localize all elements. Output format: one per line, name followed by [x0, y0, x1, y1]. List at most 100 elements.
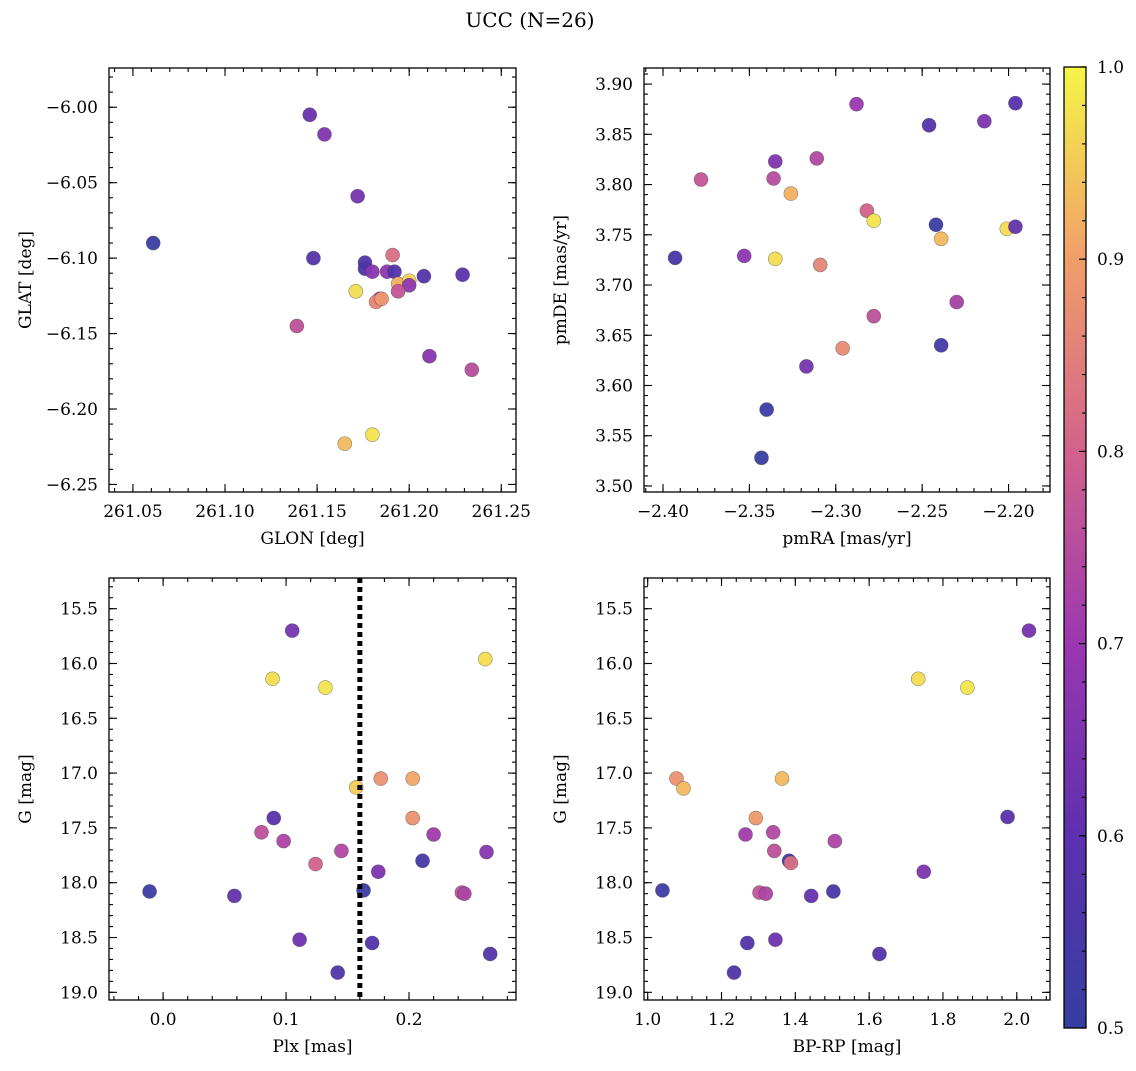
- y-axis-label: G [mag]: [16, 754, 36, 823]
- scatter-point: [374, 291, 389, 307]
- y-tick-label: −6.25: [46, 475, 98, 495]
- colorbar-tick-label: 0.7: [1097, 635, 1124, 655]
- scatter-point: [477, 651, 493, 667]
- y-tick-label: 18.0: [60, 874, 98, 894]
- y-tick-label: −6.00: [46, 98, 98, 118]
- scatter-points: [142, 623, 498, 980]
- x-tick-label: −2.35: [723, 502, 775, 522]
- scatter-point: [826, 884, 841, 899]
- scatter-point: [949, 294, 965, 310]
- y-tick-label: 3.55: [595, 427, 633, 447]
- scatter-point: [910, 671, 926, 687]
- axes-frame: [108, 67, 517, 493]
- scatter-point: [350, 188, 365, 204]
- y-tick-label: 3.70: [595, 276, 633, 296]
- scatter-point: [827, 833, 843, 849]
- axes-frame: [108, 577, 517, 1001]
- scatter-point: [265, 671, 280, 687]
- scatter-points: [655, 623, 1037, 980]
- scatter-point: [765, 824, 781, 840]
- scatter-point: [334, 843, 349, 859]
- y-axis-label: G [mag]: [551, 754, 571, 823]
- scatter-point: [676, 781, 691, 796]
- colorbar-tick-label: 1.0: [1097, 58, 1124, 78]
- scatter-point: [866, 213, 882, 229]
- y-tick-label: 17.5: [595, 819, 633, 839]
- scatter-point: [276, 833, 291, 849]
- colorbar-tick-label: 0.5: [1097, 1019, 1124, 1039]
- colorbar: 0.5 0.6 0.7 0.8 0.9 1.0: [1063, 58, 1124, 1039]
- scatter-point: [289, 318, 305, 334]
- scatter-point: [370, 864, 386, 880]
- panel-bottom-right: 1.0 1.2 1.4 1.6 1.8 2.0 15.5 16.0 16.5 17.0 17.5 18…: [551, 577, 1051, 1057]
- scatter-point: [768, 154, 783, 169]
- scatter-point: [308, 856, 323, 872]
- y-tick-label: 19.0: [595, 983, 633, 1003]
- y-tick-label: 3.80: [595, 176, 633, 196]
- scatter-point: [812, 257, 828, 273]
- scatter-point: [415, 853, 430, 869]
- scatter-point: [284, 623, 300, 638]
- x-axis-label: BP-RP [mag]: [793, 1037, 902, 1057]
- scatter-point: [405, 810, 421, 826]
- x-tick-label: 261.05: [103, 502, 162, 522]
- x-axis-label: Plx [mas]: [272, 1037, 352, 1057]
- y-tick-label: 16.5: [60, 709, 98, 729]
- colorbar-frame: [1063, 66, 1087, 1029]
- scatter-point: [835, 341, 850, 356]
- y-tick-label: −6.20: [46, 400, 98, 420]
- x-tick-label: 0.2: [396, 1010, 423, 1030]
- y-tick-label: 3.60: [595, 376, 633, 396]
- colorbar-tick-label: 0.8: [1097, 442, 1124, 462]
- scatter-point: [768, 932, 783, 948]
- x-tick-label: 1.0: [634, 1010, 661, 1030]
- y-tick-label: 17.5: [60, 819, 98, 839]
- y-tick-label: 16.5: [595, 709, 633, 729]
- colorbar-tick-label: 0.9: [1097, 250, 1124, 270]
- x-tick-label: 1.2: [708, 1010, 735, 1030]
- panel-top-left: 261.05 261.10 261.15 261.20 261.25 −6.25 −6.20…: [16, 67, 531, 549]
- scatter-point: [768, 251, 783, 267]
- scatter-point: [266, 810, 282, 826]
- x-tick-label: 0.0: [150, 1010, 177, 1030]
- scatter-point: [726, 965, 742, 980]
- scatter-point: [365, 427, 380, 442]
- scatter-point: [348, 284, 364, 299]
- y-axis-label: pmDE [mas/yr]: [551, 215, 571, 345]
- y-tick-label: 18.0: [595, 874, 633, 894]
- scatter-point: [759, 402, 774, 417]
- scatter-point: [736, 248, 752, 264]
- axes-frame: [643, 67, 1051, 493]
- colorbar-gradient: [1064, 67, 1086, 1028]
- x-tick-label: 261.20: [379, 502, 438, 522]
- scatter-point: [464, 362, 480, 378]
- scatter-point: [479, 844, 494, 860]
- x-tick-label: 0.1: [273, 1010, 300, 1030]
- x-axis-label: pmRA [mas/yr]: [782, 529, 911, 549]
- panel-top-right: −2.40 −2.35 −2.30 −2.25 −2.20 3.50 3.55 3.60 3.6…: [551, 67, 1051, 549]
- y-tick-label: −6.05: [46, 174, 98, 194]
- y-tick-label: 15.5: [595, 600, 633, 620]
- colorbar-tick-label: 0.6: [1097, 827, 1124, 847]
- x-tick-label: 1.6: [856, 1010, 883, 1030]
- panel-bottom-left: 0.0 0.1 0.2 15.5 16.0 16.5 17.0 17.5 18.0 18.5 19.…: [16, 577, 517, 1057]
- y-tick-label: 18.5: [60, 929, 98, 949]
- scatter-point: [1000, 809, 1015, 825]
- scatter-point: [390, 284, 406, 299]
- y-tick-label: 3.50: [595, 477, 633, 497]
- scatter-point: [145, 235, 161, 251]
- scatter-point: [318, 680, 333, 695]
- scatter-point: [916, 864, 932, 880]
- scatter-point: [142, 884, 157, 899]
- scatter-point: [803, 888, 819, 904]
- y-tick-label: 19.0: [60, 983, 98, 1003]
- scatter-point: [655, 883, 670, 898]
- x-tick-label: −2.20: [982, 502, 1034, 522]
- scatter-point: [783, 186, 799, 201]
- scatter-point: [740, 935, 755, 951]
- y-tick-label: −6.15: [46, 325, 98, 345]
- x-tick-label: 261.25: [472, 502, 531, 522]
- x-tick-label: 1.4: [782, 1010, 809, 1030]
- scatter-point: [373, 771, 389, 786]
